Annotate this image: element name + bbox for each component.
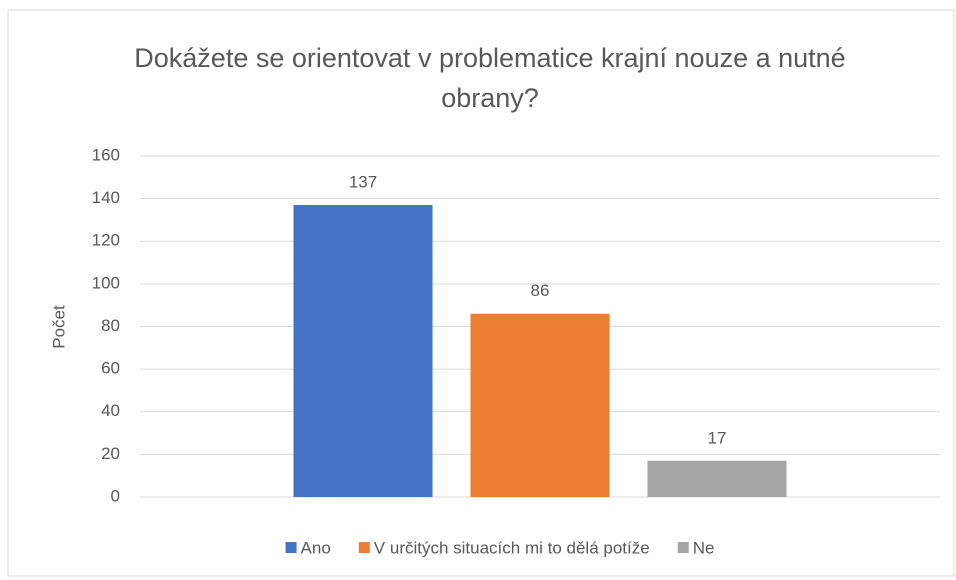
data-label: 137 bbox=[349, 173, 377, 192]
legend-label: Ne bbox=[693, 538, 715, 557]
bar bbox=[647, 460, 787, 497]
y-tick-label: 60 bbox=[101, 359, 120, 378]
y-tick-label: 120 bbox=[92, 231, 120, 250]
y-tick-label: 40 bbox=[101, 401, 120, 420]
y-tick-label: 0 bbox=[111, 486, 120, 505]
legend-swatch bbox=[285, 542, 297, 553]
y-tick-label: 80 bbox=[101, 316, 120, 335]
bar bbox=[470, 313, 610, 497]
data-label: 17 bbox=[708, 428, 727, 447]
y-axis-label: Počet bbox=[49, 305, 68, 349]
legend-label: V určitých situacích mi to dělá potíže bbox=[374, 538, 650, 557]
y-tick-label: 100 bbox=[92, 273, 120, 292]
legend-swatch bbox=[677, 542, 689, 553]
chart-title: Dokážete se orientovat v problematice kr… bbox=[134, 43, 846, 113]
y-tick-label: 140 bbox=[92, 188, 120, 207]
legend-swatch bbox=[358, 542, 370, 553]
y-tick-label: 160 bbox=[92, 145, 120, 164]
chart-border bbox=[7, 9, 955, 577]
bar bbox=[293, 205, 433, 498]
legend-label: Ano bbox=[301, 538, 331, 557]
data-label: 86 bbox=[531, 281, 550, 300]
y-tick-label: 20 bbox=[101, 444, 120, 463]
